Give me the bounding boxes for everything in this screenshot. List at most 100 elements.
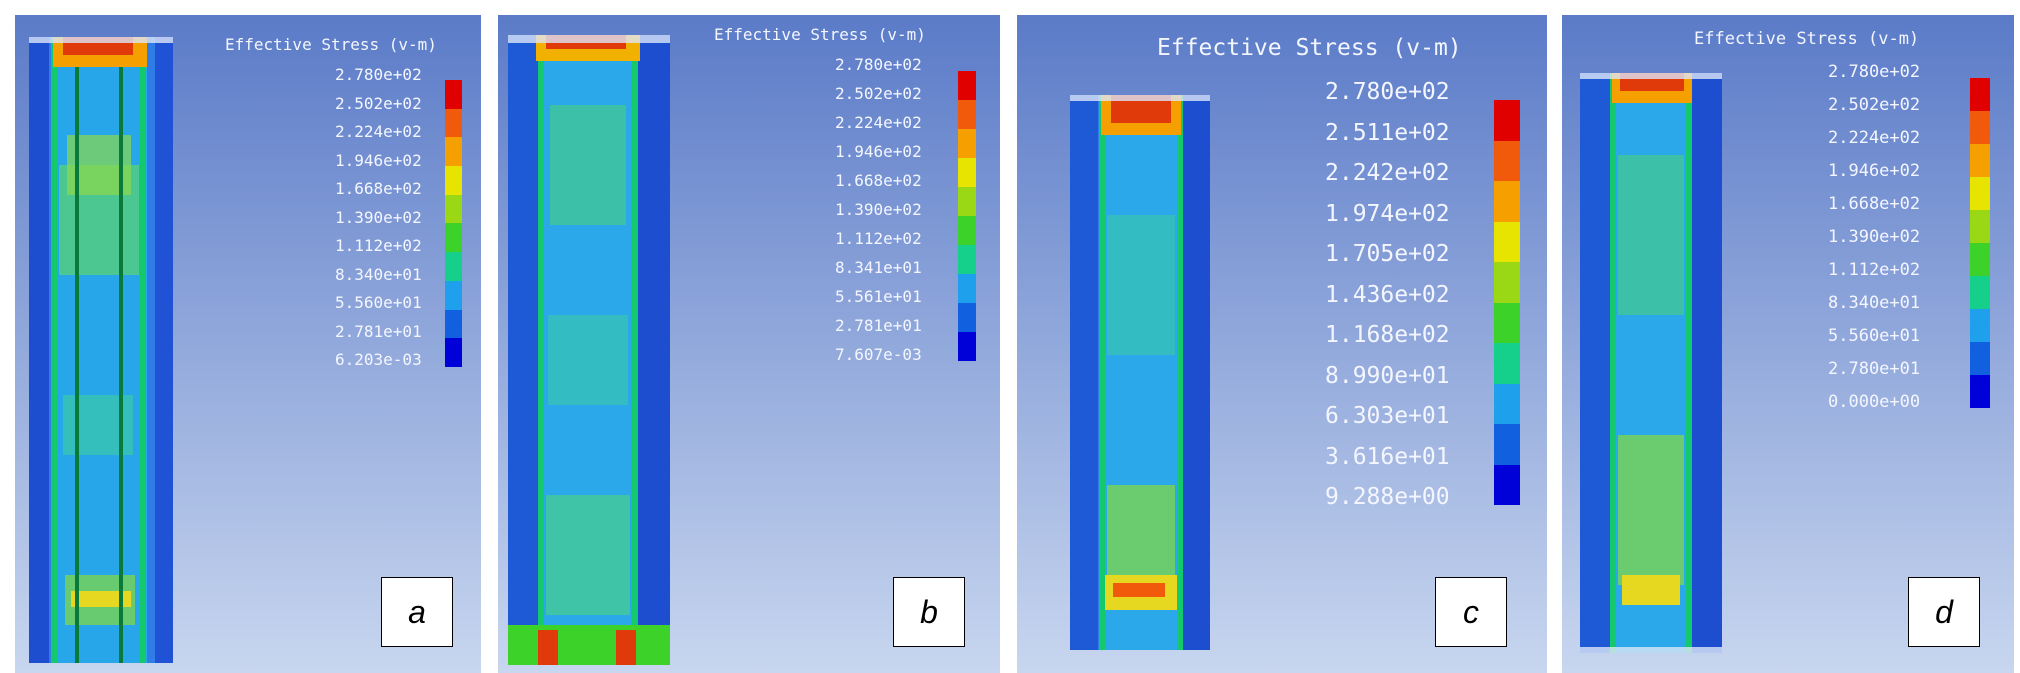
color-step [1970,210,1990,243]
legend-value: 2.502e+02 [335,93,422,113]
color-step [445,252,462,281]
legend-value: 2.781e+01 [335,321,422,341]
legend-value: 1.668e+02 [835,171,922,190]
color-step [1494,221,1520,262]
legend-values: 2.780e+02 2.511e+02 2.242e+02 1.974e+02 … [1325,72,1450,518]
legend-value: 5.560e+01 [1828,326,1921,346]
legend-value: 1.668e+02 [1828,194,1921,214]
panel-label: b [893,577,965,647]
panel-label: d [1908,577,1980,647]
panel-c: Effective Stress (v-m) 2.780e+02 2.511e+… [1017,15,1547,673]
legend-value: 2.242e+02 [1325,160,1450,186]
color-step [958,129,976,158]
legend-value: 7.607e-03 [835,345,922,364]
color-step [958,332,976,361]
legend-value: 6.303e+01 [1325,403,1450,429]
panel-a: Effective Stress (v-m) 2.780e+02 2.502e+… [15,15,481,673]
color-step [445,338,462,367]
color-step [1970,309,1990,342]
color-step [1970,78,1990,111]
color-step [958,274,976,303]
legend-value: 2.224e+02 [835,113,922,132]
color-step [958,303,976,332]
legend-value: 6.203e-03 [335,350,422,369]
legend-value: 8.340e+01 [335,264,422,284]
color-step [1494,100,1520,141]
legend-value: 1.390e+02 [335,207,422,227]
color-step [445,166,462,195]
color-step [1494,140,1520,181]
color-step [1970,375,1990,408]
color-step [445,223,462,253]
color-bar [1970,78,1990,408]
panel-label: c [1435,577,1507,647]
legend-value: 1.112e+02 [1828,260,1921,280]
color-step [1494,464,1520,505]
legend-value: 5.561e+01 [835,287,922,306]
legend-value: 0.000e+00 [1828,392,1921,412]
legend-value: 2.780e+02 [1828,62,1921,82]
color-bar [1494,100,1520,505]
stress-contour-plot-c [1017,15,1547,673]
legend-value: 1.390e+02 [835,200,922,219]
color-step [1970,177,1990,210]
legend-value: 8.340e+01 [1828,293,1921,313]
panel-label: a [381,577,453,647]
legend-value: 1.946e+02 [335,150,422,170]
legend-value: 2.224e+02 [335,122,422,141]
color-step [1494,181,1520,222]
color-step [958,71,976,100]
legend-title: Effective Stress (v-m) [1694,29,1920,49]
legend-value: 1.112e+02 [835,229,922,248]
legend-value: 8.990e+01 [1325,362,1450,389]
legend-value: 2.511e+02 [1325,119,1450,146]
legend-values: 2.780e+02 2.502e+02 2.224e+02 1.946e+02 … [1828,56,1920,419]
legend-values: 2.780e+02 2.502e+02 2.224e+02 1.946e+02 … [835,50,922,369]
legend-value: 1.390e+02 [1828,227,1921,247]
legend-value: 1.946e+02 [835,142,922,161]
color-step [1494,343,1520,384]
legend-value: 5.560e+01 [335,293,422,312]
legend-value: 1.168e+02 [1325,322,1450,348]
color-step [958,245,976,274]
legend-title: Effective Stress (v-m) [1157,35,1462,61]
color-step [1970,342,1990,375]
color-step [445,309,462,339]
legend-value: 1.436e+02 [1325,281,1450,308]
color-bar [445,80,462,367]
color-step [445,137,462,167]
legend-title: Effective Stress (v-m) [714,25,926,44]
stress-contour-plot-b [498,15,1000,673]
color-step [958,187,976,216]
color-step [1494,302,1520,343]
legend-value: 1.946e+02 [1828,161,1921,181]
legend-value: 3.616e+01 [1325,443,1450,470]
color-step [445,108,462,138]
legend-value: 2.780e+01 [1828,359,1921,379]
legend-value: 2.502e+02 [835,84,922,103]
color-step [1970,144,1990,177]
color-step [1970,111,1990,144]
color-step [445,80,462,109]
stress-contour-plot-a [15,15,481,673]
color-step [1494,383,1520,424]
legend-value: 8.341e+01 [835,258,922,277]
color-step [1494,262,1520,303]
color-step [445,194,462,224]
stress-contour-plot-d [1562,15,2014,673]
legend-value: 2.780e+02 [1325,79,1450,105]
color-step [1494,424,1520,465]
legend-value: 1.112e+02 [335,236,422,255]
legend-value: 2.780e+02 [335,65,422,84]
legend-value: 1.668e+02 [335,179,422,198]
legend-value: 2.781e+01 [835,316,922,335]
panel-d: Effective Stress (v-m) 2.780e+02 2.502e+… [1562,15,2014,673]
color-step [958,100,976,129]
legend-value: 2.502e+02 [1828,95,1921,115]
color-step [445,280,462,310]
color-bar [958,71,976,361]
legend-value: 1.974e+02 [1325,200,1450,227]
color-step [958,216,976,245]
legend-values: 2.780e+02 2.502e+02 2.224e+02 1.946e+02 … [335,61,422,375]
legend-value: 1.705e+02 [1325,241,1450,267]
